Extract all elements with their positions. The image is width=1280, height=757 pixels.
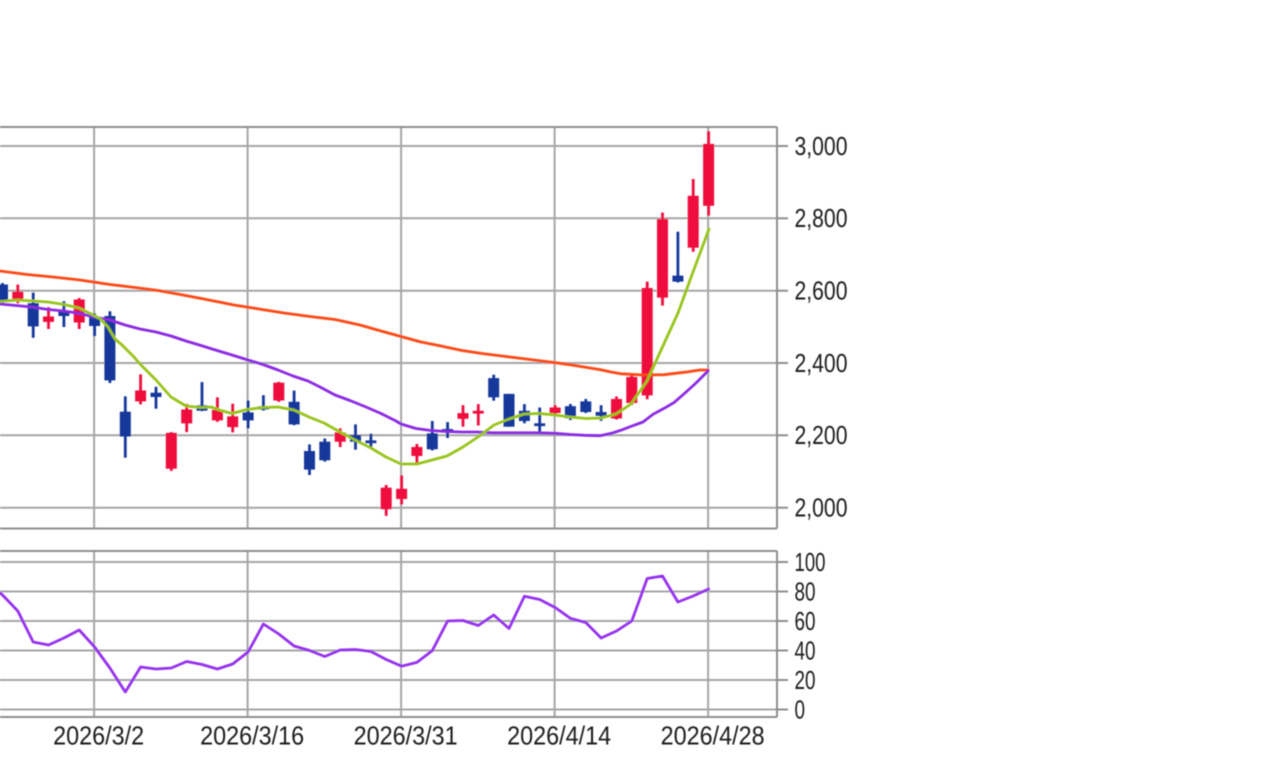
svg-text:2,800: 2,800	[795, 203, 848, 233]
svg-text:100: 100	[795, 547, 826, 577]
svg-text:2,000: 2,000	[795, 493, 848, 523]
svg-text:2,600: 2,600	[795, 276, 848, 306]
svg-text:3,000: 3,000	[795, 131, 848, 161]
svg-text:2026/3/2: 2026/3/2	[53, 721, 144, 751]
svg-text:2,200: 2,200	[795, 420, 848, 450]
svg-text:2026/4/14: 2026/4/14	[507, 721, 611, 751]
svg-text:40: 40	[795, 635, 816, 665]
svg-text:2026/4/28: 2026/4/28	[661, 721, 765, 751]
svg-text:2026/3/31: 2026/3/31	[354, 721, 458, 751]
svg-text:2,400: 2,400	[795, 348, 848, 378]
svg-text:20: 20	[795, 665, 816, 695]
svg-text:80: 80	[795, 576, 816, 606]
svg-text:60: 60	[795, 606, 816, 636]
svg-text:0: 0	[795, 694, 806, 724]
svg-text:2026/3/16: 2026/3/16	[200, 721, 304, 751]
